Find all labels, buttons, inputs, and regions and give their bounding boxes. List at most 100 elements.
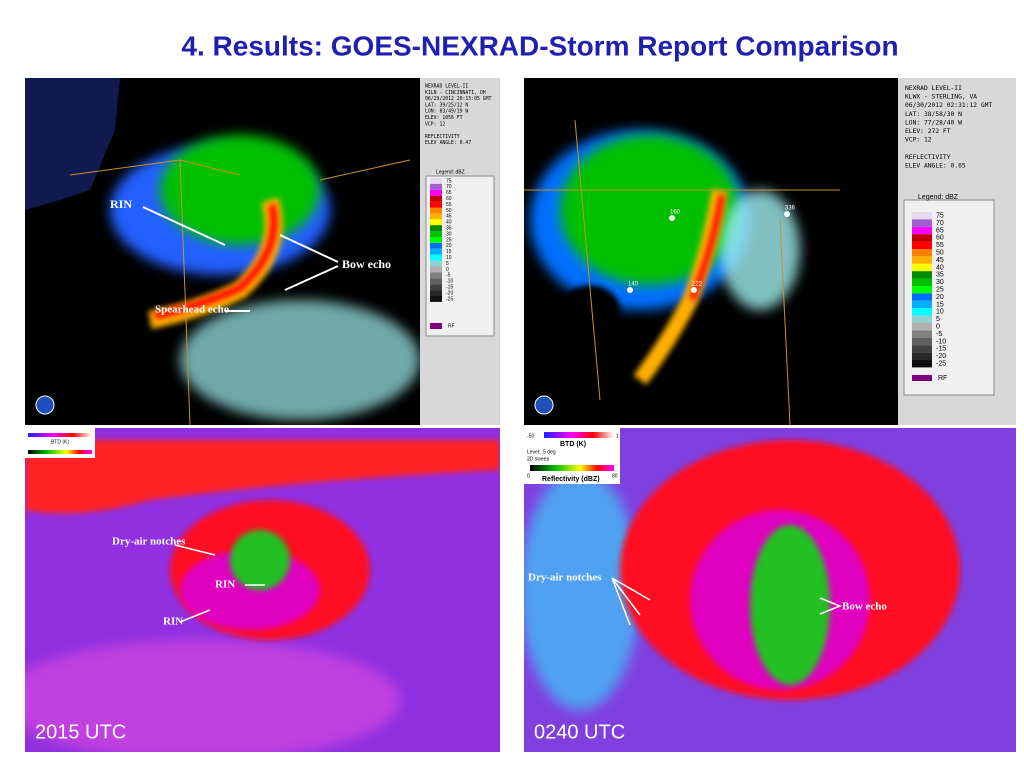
legend-swatch [912, 226, 932, 235]
legend-value: 15 [446, 249, 452, 255]
legend-value: 45 [446, 214, 452, 220]
legend-swatch [430, 213, 442, 220]
legend-swatch [430, 189, 442, 196]
storm-report [669, 215, 675, 221]
legend-value: 65 [936, 227, 944, 234]
report-label: 222 [692, 282, 703, 288]
legend-swatch [430, 272, 442, 279]
legend-value: -5 [446, 273, 451, 279]
legend-swatch [430, 219, 442, 226]
legend-value: 60 [446, 196, 452, 202]
annotation: Bow echo [342, 257, 391, 271]
legend-swatch [430, 266, 442, 273]
legend-value: 70 [936, 220, 944, 227]
legend-value: -20 [936, 353, 946, 360]
rf-label: RF [448, 323, 455, 329]
colorbar-min: 0 [527, 473, 530, 479]
legend-value: -25 [936, 361, 946, 368]
info-line: ELEV ANGLE: 0.65 [905, 162, 966, 169]
legend-swatch [430, 254, 442, 261]
legend-value: 60 [936, 235, 944, 242]
rf-label: RF [938, 375, 947, 382]
info-line: LON: 77/28/40 W [905, 119, 962, 126]
satellite-image: BTD (K) -50 1 Level: .5 deg 2D sweep 0 8… [524, 428, 1016, 752]
legend-swatch [912, 293, 932, 301]
info-line: VCP: 12 [905, 137, 932, 144]
info-line: LAT: 39/25/12 N [425, 102, 468, 108]
legend-value: 45 [936, 257, 944, 264]
radar-image: RIN Bow echo Spearhead echo [25, 78, 420, 425]
legend-swatch [912, 308, 932, 316]
legend-value: 40 [446, 220, 452, 226]
legend-value: -10 [446, 279, 453, 285]
legend-swatch [430, 183, 442, 190]
time-label: 2015 UTC [35, 721, 126, 743]
legend-swatch [430, 195, 442, 202]
legend-swatch [912, 234, 932, 242]
legend-value: 75 [936, 213, 944, 220]
colorbar-title: BTD (K) [560, 441, 586, 448]
info-line: ELEV ANGLE: 0.47 [425, 140, 471, 146]
legend-swatch [430, 231, 442, 237]
legend-swatch [912, 345, 932, 353]
colorbar-max: 80 [612, 473, 618, 479]
legend-swatch [430, 242, 442, 249]
legend-value: 75 [446, 178, 452, 184]
legend-value: 40 [936, 264, 944, 271]
legend-value: 70 [446, 184, 452, 190]
legend-value: 35 [936, 272, 944, 279]
legend-swatch [912, 249, 932, 257]
legend-value: 25 [936, 287, 944, 294]
legend-value: 50 [446, 208, 452, 214]
report-label: 336 [785, 206, 796, 212]
legend-swatch [430, 207, 442, 214]
colorbar-title: Reflectivity (dBZ) [542, 476, 600, 483]
legend-swatch [430, 290, 442, 296]
legend-swatch [912, 352, 932, 360]
legend-value: 15 [936, 301, 944, 308]
legend-value: 55 [936, 242, 944, 249]
legend-swatch [912, 323, 932, 331]
info-line: VCP: 12 [425, 121, 445, 127]
legend-value: 10 [446, 255, 452, 261]
legend-value: -10 [936, 338, 946, 345]
legend-swatch [912, 315, 932, 323]
colorbar-min: -50 [527, 433, 534, 439]
legend-value: 20 [446, 243, 452, 249]
legend-swatch [912, 300, 932, 309]
legend-title: Legend: dBZ [918, 194, 959, 201]
legend-value: -15 [446, 284, 453, 290]
annotation: Spearhead echo [155, 304, 230, 316]
legend-value: 25 [446, 237, 452, 243]
rf-swatch [430, 323, 442, 329]
legend-value: 0 [936, 324, 940, 331]
legend-value: 65 [446, 190, 452, 196]
legend-swatch [430, 296, 442, 302]
legend-swatch [430, 248, 442, 255]
report-label: 140 [628, 282, 639, 288]
radar-image [524, 78, 898, 425]
info-line: NEXRAD LEVEL-II [905, 85, 962, 92]
storm-report [691, 287, 697, 293]
annotation: Dry-air notches [528, 572, 602, 584]
legend-value: 35 [446, 225, 452, 231]
annotation: Dry-air notches [112, 536, 186, 548]
legend-swatch [430, 201, 442, 208]
satellite-image: BTD (K) Dry-air notches RIN RIN 2015 UTC [25, 428, 500, 752]
info-line: ELEV: 272 FT [905, 128, 951, 135]
legend-value: 30 [936, 279, 944, 286]
legend-value: 50 [936, 250, 944, 257]
info-line: KILN - CINCINNATI, OH [425, 90, 486, 96]
annotation: RIN [110, 197, 132, 211]
legend-swatch [430, 178, 442, 184]
info-line: ELEV: 1056 FT [425, 115, 463, 121]
storm-report [784, 211, 790, 217]
legend-swatch [912, 241, 932, 249]
legend-value: -25 [446, 296, 453, 302]
colorbar-max: 1 [616, 433, 619, 439]
info-line: REFLECTIVITY [905, 154, 951, 161]
colorbar-title: BTD (K) [51, 439, 69, 445]
legend-value: 10 [936, 309, 944, 316]
legend-swatch [912, 337, 932, 346]
